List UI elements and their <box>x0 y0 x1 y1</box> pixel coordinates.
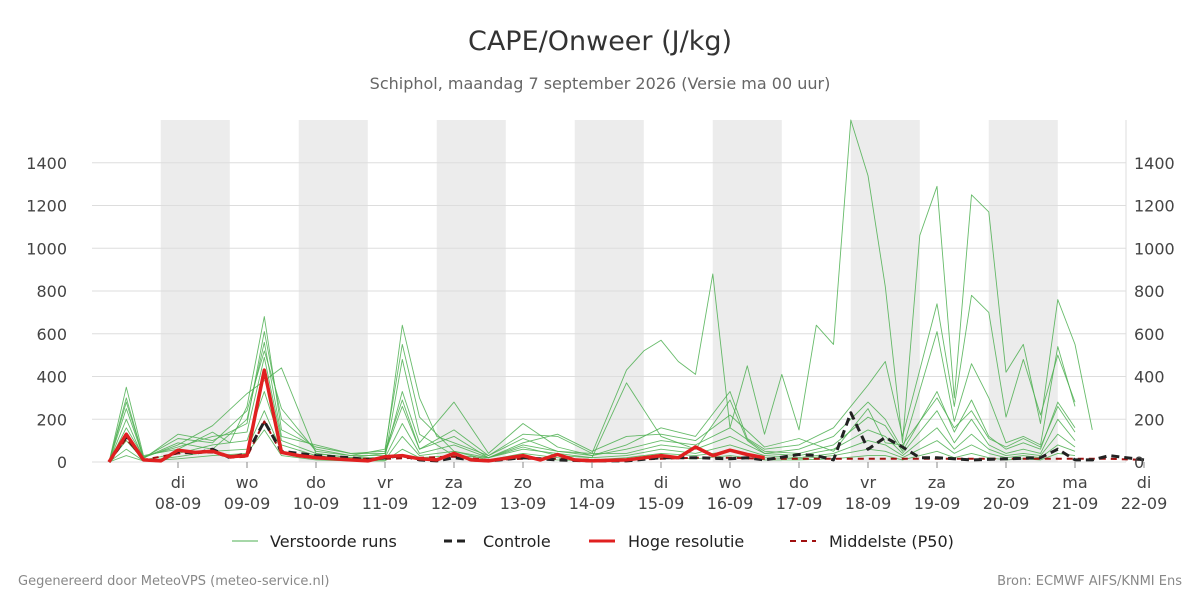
x-tick-date-7: 14-09 <box>569 494 616 513</box>
y-tick-right-200: 200 <box>1134 410 1165 429</box>
x-tick-date-10: 17-09 <box>776 494 823 513</box>
x-tick-date-3: 10-09 <box>293 494 340 513</box>
chart-title: CAPE/Onweer (J/kg) <box>468 26 732 57</box>
y-tick-left-400: 400 <box>36 368 67 387</box>
footer-generated-by: Gegenereerd door MeteoVPS (meteo-service… <box>18 574 329 589</box>
y-tick-left-1400: 1400 <box>26 154 67 173</box>
x-tick-day-2: wo <box>236 473 259 492</box>
legend-label-ensemble: Verstoorde runs <box>270 532 397 551</box>
x-tick-date-4: 11-09 <box>362 494 409 513</box>
x-tick-date-15: 22-09 <box>1121 494 1168 513</box>
x-tick-day-13: zo <box>997 473 1015 492</box>
x-tick-day-4: vr <box>377 473 393 492</box>
series-line-verstoorde-runs-lid-6 <box>108 391 1076 463</box>
series-line-verstoorde-runs-lid-7 <box>108 410 1076 463</box>
x-tick-day-3: do <box>306 473 326 492</box>
y-tick-right-1200: 1200 <box>1134 197 1175 216</box>
x-tick-date-9: 16-09 <box>707 494 754 513</box>
legend-label-median: Middelste (P50) <box>829 532 954 551</box>
x-tick-date-8: 15-09 <box>638 494 685 513</box>
y-tick-left-0: 0 <box>57 453 67 472</box>
y-tick-right-1400: 1400 <box>1134 154 1175 173</box>
x-tick-date-12: 19-09 <box>914 494 961 513</box>
y-tick-left-1000: 1000 <box>26 239 67 258</box>
y-tick-left-1200: 1200 <box>26 197 67 216</box>
x-axis: di 08-09 wo 09-09 do 10-09 vr 11-09 za 12-09 zo 13-… <box>155 462 1168 513</box>
y-axis-left: 0 200 400 600 800 1000 1200 1400 <box>26 154 67 472</box>
x-tick-day-14: ma <box>1062 473 1087 492</box>
y-tick-right-800: 800 <box>1134 282 1165 301</box>
y-tick-right-0: 0 <box>1134 453 1144 472</box>
x-tick-day-6: zo <box>514 473 532 492</box>
y-tick-right-600: 600 <box>1134 325 1165 344</box>
y-tick-left-800: 800 <box>36 282 67 301</box>
x-tick-date-1: 08-09 <box>155 494 202 513</box>
y-axis-right: 0 200 400 600 800 1000 1200 1400 <box>1134 154 1175 472</box>
x-tick-date-14: 21-09 <box>1052 494 1099 513</box>
y-tick-right-400: 400 <box>1134 368 1165 387</box>
legend-label-high-res: Hoge resolutie <box>628 532 744 551</box>
y-tick-right-1000: 1000 <box>1134 239 1175 258</box>
x-tick-date-2: 09-09 <box>224 494 271 513</box>
legend: Verstoorde runs Controle Hoge resolutie … <box>232 532 954 551</box>
x-tick-date-13: 20-09 <box>983 494 1030 513</box>
series-line-verstoorde-runs-hoog-scenario <box>108 119 1093 463</box>
series-line-verstoorde-runs-lid-5 <box>108 356 1076 463</box>
main-series-group <box>107 368 1145 463</box>
x-tick-day-12: za <box>928 473 946 492</box>
x-tick-date-5: 12-09 <box>431 494 478 513</box>
x-tick-day-15: di <box>1137 473 1152 492</box>
x-tick-day-8: di <box>654 473 669 492</box>
x-tick-day-7: ma <box>579 473 604 492</box>
footer-source: Bron: ECMWF AIFS/KNMI Ens <box>997 574 1182 589</box>
chart-subtitle: Schiphol, maandag 7 september 2026 (Vers… <box>370 74 831 93</box>
series-line-verstoorde-runs-lid-4 <box>108 331 1076 463</box>
legend-label-control: Controle <box>483 532 551 551</box>
x-tick-date-11: 18-09 <box>845 494 892 513</box>
x-tick-day-9: wo <box>719 473 742 492</box>
y-tick-left-600: 600 <box>36 325 67 344</box>
series-line-verstoorde-runs-lid-2 <box>108 294 1076 463</box>
series-line-hoge-resolutie <box>107 368 765 463</box>
series-line-verstoorde-runs-lid-9 <box>108 341 1076 463</box>
x-tick-day-10: do <box>789 473 809 492</box>
x-tick-day-1: di <box>171 473 186 492</box>
x-tick-day-5: za <box>445 473 463 492</box>
x-tick-date-6: 13-09 <box>500 494 547 513</box>
x-tick-day-11: vr <box>860 473 876 492</box>
y-tick-left-200: 200 <box>36 410 67 429</box>
